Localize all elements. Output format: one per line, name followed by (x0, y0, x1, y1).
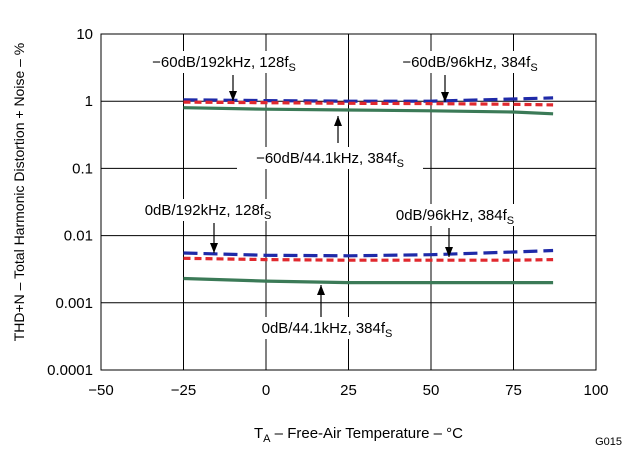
series-label-subscript: S (264, 210, 271, 222)
annotations: −60dB/192kHz, 128fS −60dB/96kHz, 384fS−60… (115, 51, 563, 340)
series-label: −60dB/96kHz, 384fS (402, 54, 537, 74)
series-label: 0dB/192kHz, 128fS (145, 202, 272, 222)
y-tick-label: 0.0001 (47, 362, 93, 379)
x-tick-label: 50 (423, 382, 440, 399)
x-tick-label: 0 (262, 382, 270, 399)
y-tick-label: 10 (76, 26, 93, 43)
x-tick-label: −25 (171, 382, 196, 399)
annotation-arrowhead (210, 243, 218, 253)
series-line-3 (183, 248, 554, 258)
series-line-4 (183, 256, 554, 262)
annotation-backdrop (234, 317, 420, 339)
annotation-arrowhead (441, 92, 449, 102)
x-tick-label: 25 (340, 382, 357, 399)
annotation-backdrop (131, 51, 317, 73)
plot-frame (100, 33, 597, 371)
series-label-subscript: S (397, 158, 404, 170)
y-tick-label: 1 (85, 93, 93, 110)
series-line-1 (183, 100, 554, 107)
x-axis-label-subscript: A (263, 433, 271, 445)
annotation-arrowhead (334, 116, 342, 126)
series-line-0 (183, 96, 554, 103)
x-tick-label: 75 (505, 382, 522, 399)
series-label: 0dB/44.1kHz, 384fS (262, 320, 393, 340)
series-lines (183, 96, 554, 285)
series-label-subscript: S (385, 328, 392, 340)
annotation-backdrop (362, 204, 548, 226)
y-tick-label: 0.001 (55, 295, 93, 312)
annotation-backdrop (377, 51, 563, 73)
annotation-arrowhead (317, 285, 325, 295)
x-axis-label: TA – Free-Air Temperature – °C (254, 425, 463, 445)
series-label-main: 0dB/96kHz, 384f (396, 207, 508, 224)
series-line-5 (183, 276, 554, 285)
x-axis-label-main: T (254, 425, 263, 442)
y-tick-label: 0.1 (72, 160, 93, 177)
y-axis-label: THD+N – Total Harmonic Distortion + Nois… (11, 43, 27, 342)
annotation-backdrop (237, 147, 423, 169)
annotation-arrowhead (445, 247, 453, 257)
annotation-arrowhead (229, 91, 237, 101)
series-line-2 (183, 106, 554, 116)
series-label-subscript: S (289, 62, 296, 74)
series-label: 0dB/96kHz, 384fS (396, 207, 514, 227)
series-label-subscript: S (507, 215, 514, 227)
series-label: −60dB/44.1kHz, 384fS (256, 150, 404, 170)
series-label-main: 0dB/44.1kHz, 384f (262, 320, 386, 337)
figure-id: G015 (595, 436, 622, 448)
series-label-main: 0dB/192kHz, 128f (145, 202, 265, 219)
series-label-subscript: S (530, 62, 537, 74)
x-axis-label-rest: – Free-Air Temperature – °C (271, 425, 464, 442)
tick-labels: −50 −25 0 25 50 75 100 10 1 0.1 0.01 0.001 0.0001 (47, 26, 608, 399)
x-tick-label: −50 (88, 382, 113, 399)
x-tick-label: 100 (583, 382, 608, 399)
series-label: −60dB/192kHz, 128fS (152, 54, 296, 74)
series-label-main: −60dB/44.1kHz, 384f (256, 150, 397, 167)
series-label-main: −60dB/192kHz, 128f (152, 54, 289, 71)
annotation-backdrop (115, 199, 301, 221)
y-tick-label: 0.01 (64, 228, 93, 245)
series-label-main: −60dB/96kHz, 384f (402, 54, 531, 71)
